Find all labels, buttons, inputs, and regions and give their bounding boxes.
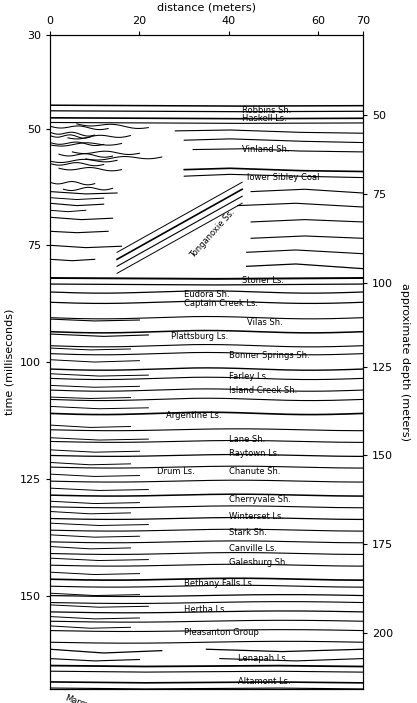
Text: Cherryvale Sh.: Cherryvale Sh.	[229, 496, 291, 504]
Text: Marmaton: Marmaton	[63, 694, 107, 703]
Text: Raytown Ls.: Raytown Ls.	[229, 449, 279, 458]
Text: Tonganoxie Ss.: Tonganoxie Ss.	[188, 207, 237, 260]
Text: Canville Ls.: Canville Ls.	[229, 544, 277, 553]
Text: Vilas Sh.: Vilas Sh.	[246, 318, 282, 327]
Text: Drum Ls.: Drum Ls.	[157, 467, 195, 477]
Text: Argentine Ls.: Argentine Ls.	[166, 411, 222, 420]
Y-axis label: approximate depth (meters): approximate depth (meters)	[399, 283, 409, 441]
Text: Hertha Ls.: Hertha Ls.	[184, 605, 227, 614]
Text: Eudora Sh.: Eudora Sh.	[184, 290, 230, 299]
Text: Robbins Sh.: Robbins Sh.	[242, 106, 291, 115]
Text: Stoner Ls.: Stoner Ls.	[242, 276, 284, 285]
Text: Stark Sh.: Stark Sh.	[229, 528, 266, 537]
Text: Haskell Ls.: Haskell Ls.	[242, 114, 287, 123]
Text: Farley Ls.: Farley Ls.	[229, 372, 269, 380]
Text: Winterset Ls.: Winterset Ls.	[229, 512, 284, 521]
Text: lower Sibley Coal: lower Sibley Coal	[246, 173, 319, 182]
Text: Altamont Ls.: Altamont Ls.	[238, 678, 290, 686]
Text: Bethany Falls Ls.: Bethany Falls Ls.	[184, 579, 254, 588]
Text: Pleasanton Group: Pleasanton Group	[184, 628, 259, 638]
Text: Captain Creek Ls.: Captain Creek Ls.	[184, 299, 258, 308]
Text: Chanute Sh.: Chanute Sh.	[229, 467, 280, 477]
Text: Lane Sh.: Lane Sh.	[229, 434, 265, 444]
Text: Vinland Sh.: Vinland Sh.	[242, 145, 290, 154]
Text: Plattsburg Ls.: Plattsburg Ls.	[171, 332, 228, 341]
Text: Bonner Springs Sh.: Bonner Springs Sh.	[229, 351, 309, 359]
Y-axis label: time (milliseconds): time (milliseconds)	[4, 309, 14, 415]
Text: Lenapah Ls.: Lenapah Ls.	[238, 654, 288, 663]
Text: Galesburg Sh.: Galesburg Sh.	[229, 558, 288, 567]
Text: Island Creek Sh.: Island Creek Sh.	[229, 385, 297, 394]
X-axis label: distance (meters): distance (meters)	[157, 3, 256, 13]
